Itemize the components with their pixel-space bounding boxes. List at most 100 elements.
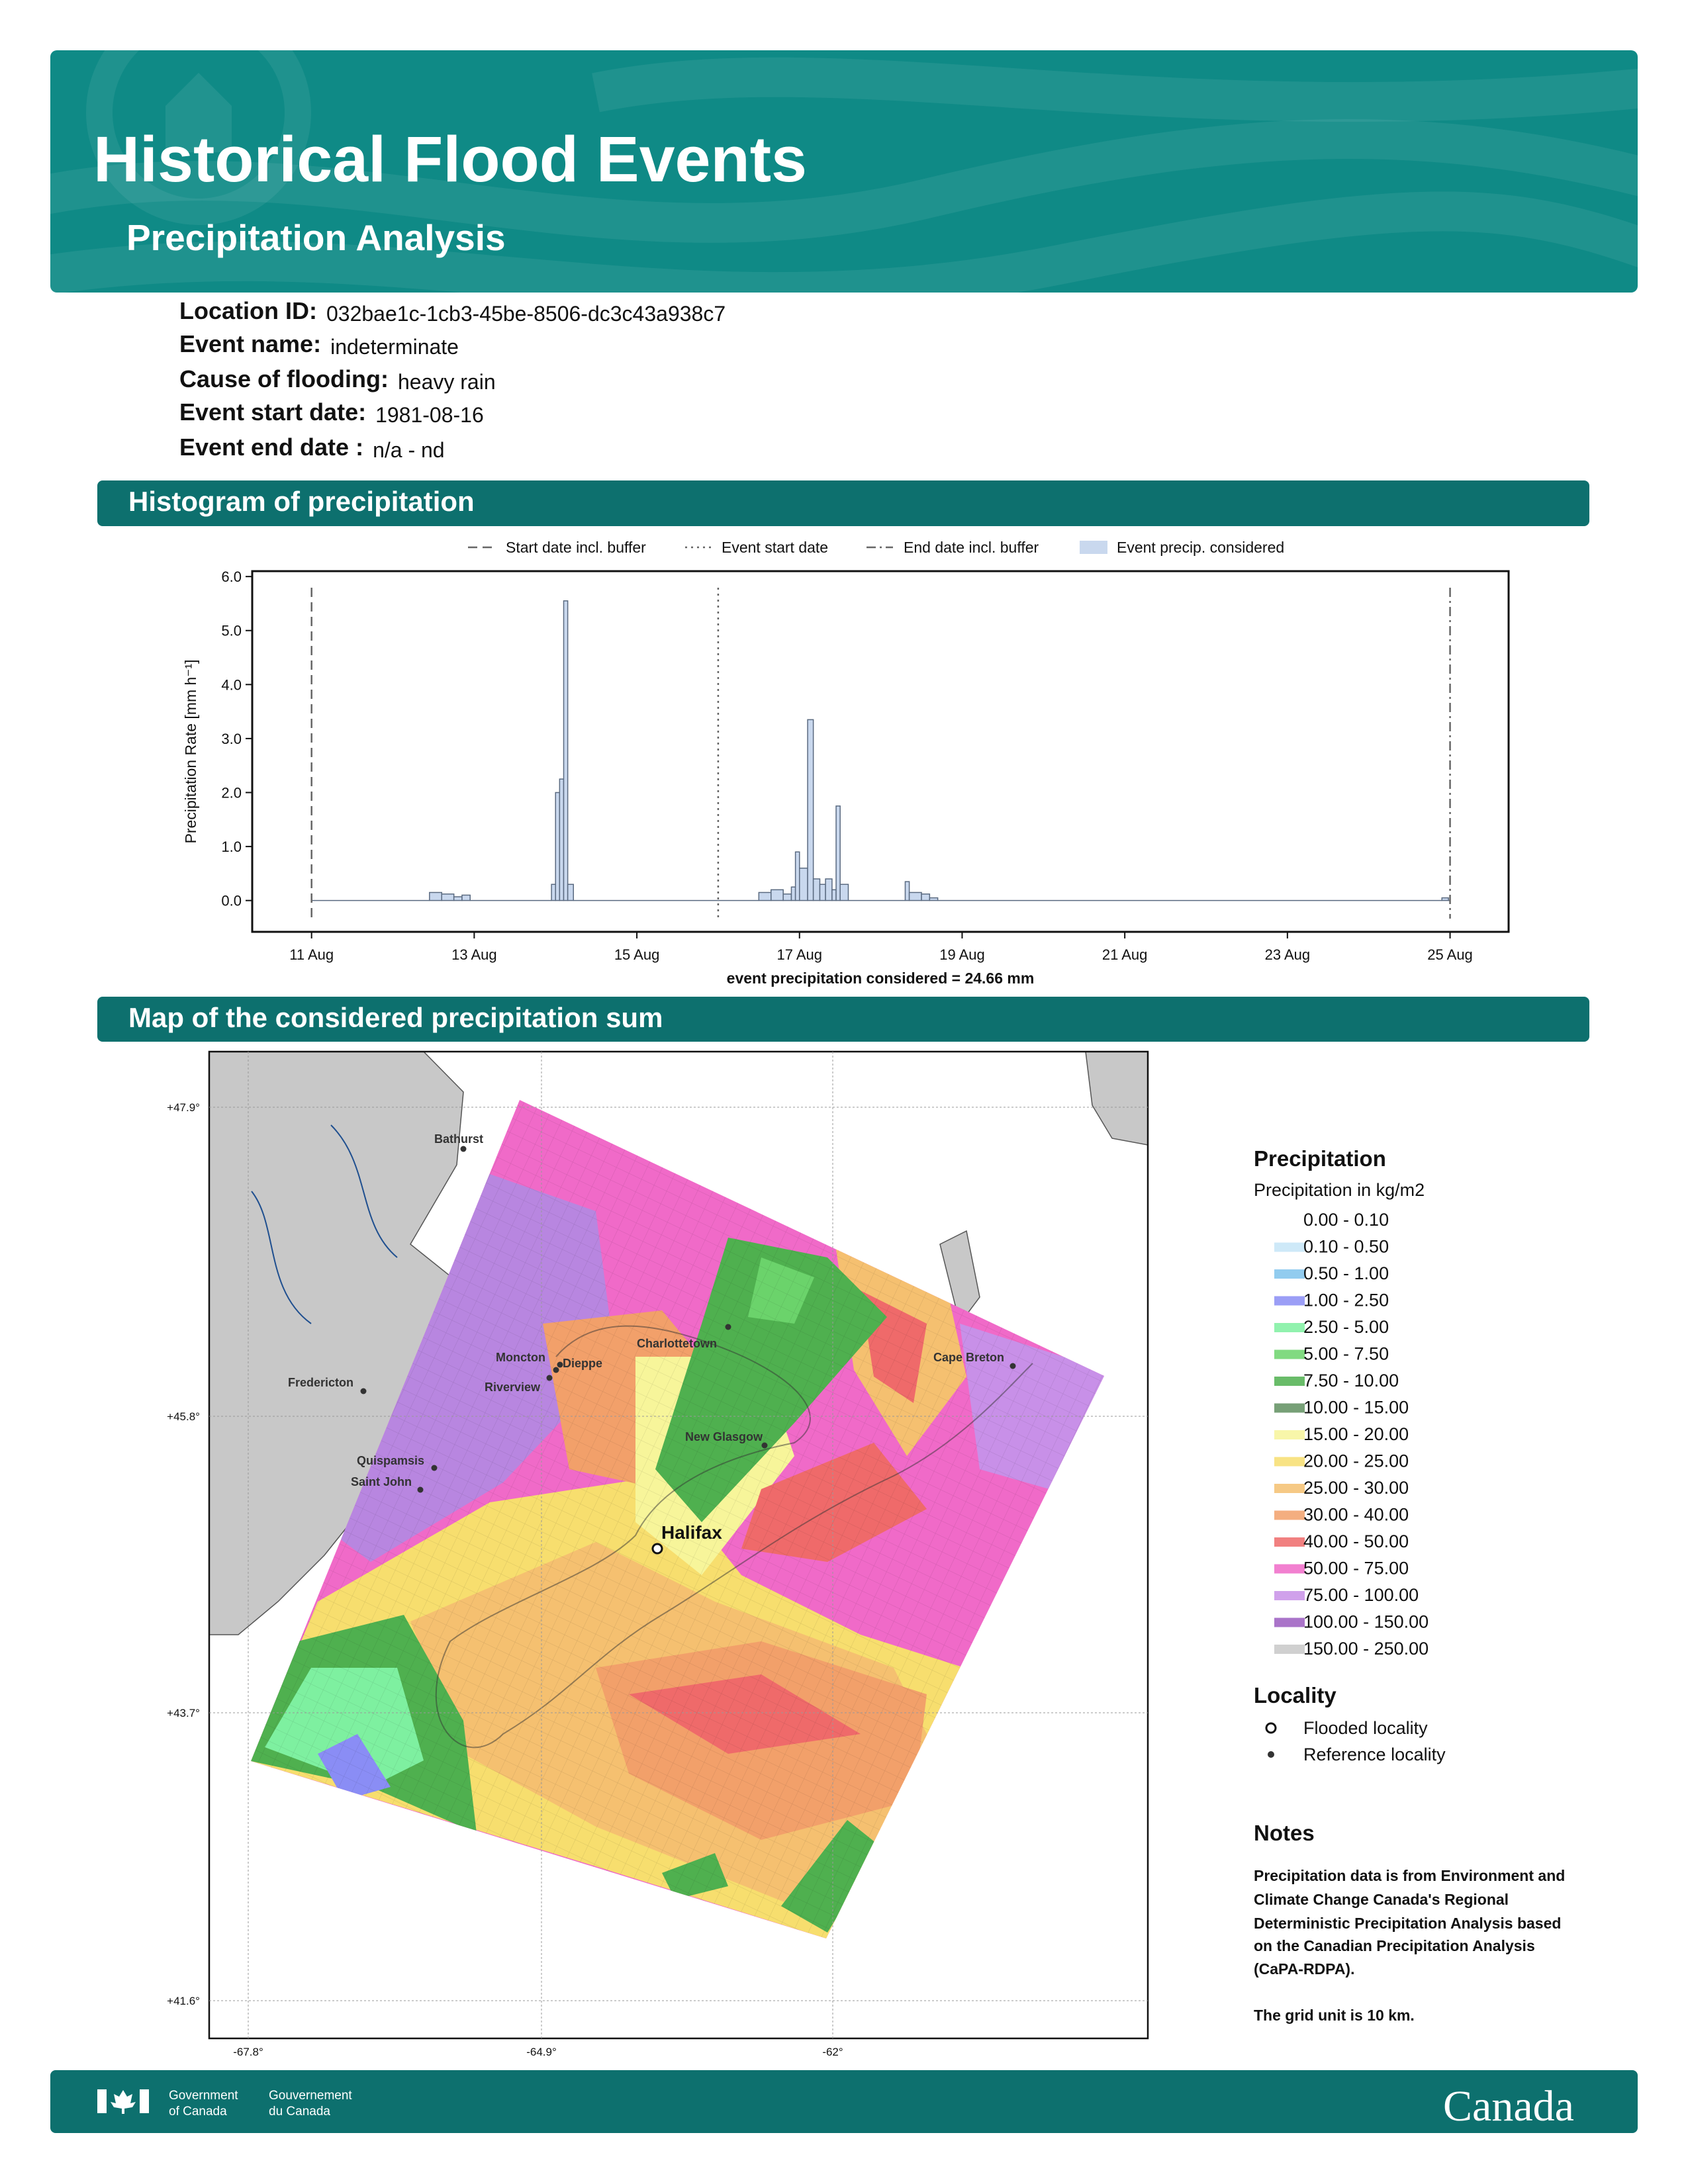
lat-label: +43.7°: [167, 1707, 200, 1719]
bar: [819, 884, 826, 901]
bar: [453, 896, 463, 901]
section-bar: [97, 480, 1589, 526]
legend-label: Event start date: [722, 539, 828, 556]
bar: [799, 867, 808, 901]
notes-line: (CaPA-RDPA).: [1254, 1960, 1354, 1978]
lon-label: -64.9°: [526, 2046, 557, 2058]
notes-line: Precipitation data is from Environment a…: [1254, 1867, 1565, 1884]
x-tick-label: 15 Aug: [614, 946, 660, 963]
legend-swatch: [1274, 1323, 1305, 1332]
map-labels: +47.9° +45.8° +43.7° +41.6° -67.8° -64.9° -62°…: [167, 1052, 1148, 2058]
bar: [908, 891, 922, 901]
bar: [1441, 897, 1449, 901]
place-label: Charlottetown: [637, 1337, 717, 1350]
lat-label: +45.8°: [167, 1410, 200, 1423]
legend-swatch: [1274, 1457, 1305, 1467]
section-bar: [97, 997, 1589, 1042]
bar: [461, 894, 471, 901]
legend-swatch: [1274, 1377, 1305, 1386]
legend-swatch: [1274, 1617, 1305, 1627]
legend-label: Start date incl. buffer: [506, 539, 646, 556]
bar: [551, 884, 556, 901]
legend-swatch: [1274, 1242, 1305, 1252]
legend-label: Event precip. considered: [1117, 539, 1284, 556]
legend-swatch: [1274, 1645, 1305, 1654]
legend-swatch: [1274, 1591, 1305, 1600]
x-tick-label: 17 Aug: [777, 946, 823, 963]
header: Historical Flood Events Precipitation An…: [50, 50, 1638, 293]
plot-frame: [251, 570, 1510, 933]
place-label: New Glasgow: [685, 1430, 763, 1443]
reference-locality: [417, 1486, 424, 1493]
legend-label: Flooded locality: [1303, 1718, 1428, 1738]
map: [208, 1050, 1149, 2040]
bar: [794, 851, 800, 901]
footer-band: [50, 2070, 1638, 2133]
reference-locality: [546, 1375, 553, 1381]
legend-label: End date incl. buffer: [904, 539, 1039, 556]
legend-label: 2.50 - 5.00: [1303, 1317, 1389, 1337]
legend-label: 30.00 - 40.00: [1303, 1505, 1409, 1525]
reference-locality: [360, 1388, 367, 1394]
coastline: [435, 1325, 1033, 1749]
legend-label: 10.00 - 15.00: [1303, 1398, 1409, 1418]
legend-label: 100.00 - 150.00: [1303, 1612, 1429, 1632]
x-tick-label: 19 Aug: [939, 946, 985, 963]
gov-fr: du Canada: [269, 2105, 330, 2118]
footer: [50, 2070, 1638, 2133]
x-tick-label: 11 Aug: [289, 946, 334, 963]
flag-symbol: [97, 2089, 149, 2114]
bar: [567, 884, 574, 901]
reference-locality: [557, 1361, 563, 1368]
section-title: Histogram of precipitation: [128, 486, 475, 517]
info-value: 1981-08-16: [375, 403, 484, 427]
place-label: Riverview: [485, 1381, 541, 1394]
x-tick-label: 23 Aug: [1265, 946, 1311, 963]
bar: [790, 886, 796, 901]
x-tick-label: 13 Aug: [451, 946, 497, 963]
legend-swatch: [1274, 1403, 1305, 1413]
y-tick-label: 1.0: [221, 839, 242, 855]
header-band: [50, 50, 1638, 293]
notes-grid: The grid unit is 10 km.: [1254, 2007, 1415, 2024]
y-tick-label: 6.0: [221, 569, 242, 585]
y-axis-label: Precipitation Rate [mm h⁻¹]: [182, 659, 199, 843]
legend-label: 0.10 - 0.50: [1303, 1237, 1389, 1257]
bar: [429, 891, 442, 901]
legend-swatch: [1274, 1269, 1305, 1279]
section-title: Map of the considered precipitation sum: [128, 1002, 663, 1033]
legend-label: 25.00 - 30.00: [1303, 1478, 1409, 1498]
bar: [812, 878, 821, 901]
legend-swatch: [1080, 541, 1107, 554]
header-waves: [50, 50, 1638, 293]
lon-label: -67.8°: [233, 2046, 263, 2058]
land: [1085, 1052, 1148, 1146]
legend-label: 15.00 - 20.00: [1303, 1424, 1409, 1444]
subtitle: Precipitation Analysis: [126, 217, 506, 258]
info-value: n/a - nd: [373, 438, 445, 462]
title: Historical Flood Events: [93, 123, 807, 195]
info-label: Event name:: [179, 330, 321, 357]
reference-locality: [553, 1367, 559, 1373]
legend-label: 75.00 - 100.00: [1303, 1585, 1419, 1605]
bar: [758, 891, 772, 901]
x-tick-label: 21 Aug: [1102, 946, 1148, 963]
legend-label: 20.00 - 25.00: [1303, 1451, 1409, 1471]
reference-locality: [1268, 1751, 1274, 1758]
bar: [839, 884, 849, 901]
y-tick-label: 4.0: [221, 676, 242, 693]
legend-label: 7.50 - 10.00: [1303, 1371, 1399, 1390]
legend-title: Locality: [1254, 1683, 1336, 1707]
legend-label: 5.00 - 7.50: [1303, 1344, 1389, 1364]
notes-line: Climate Change Canada's Regional: [1254, 1891, 1509, 1908]
legend-swatch: [1274, 1349, 1305, 1359]
legend-swatch: [1274, 1564, 1305, 1574]
reference-locality: [460, 1146, 467, 1152]
lat-label: +41.6°: [167, 1995, 200, 2007]
bar: [559, 778, 565, 901]
bar: [825, 878, 833, 901]
reference-locality: [1009, 1363, 1016, 1369]
legend-swatch: [1274, 1296, 1305, 1306]
reference-locality: [725, 1324, 731, 1330]
land: [939, 1230, 980, 1325]
